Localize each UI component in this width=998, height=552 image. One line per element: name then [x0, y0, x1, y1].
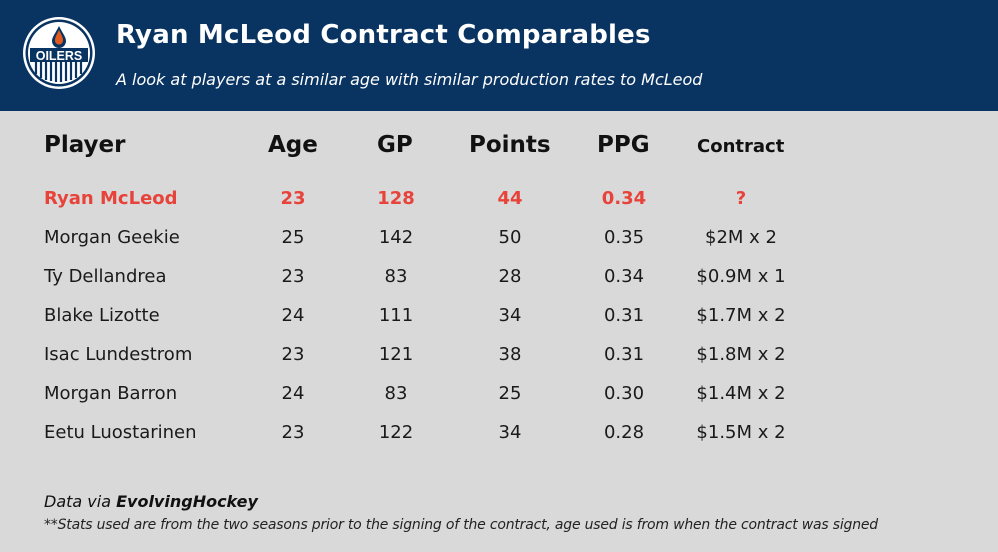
age-value: 24	[281, 383, 305, 404]
gp-value: 142	[378, 227, 414, 248]
gp-value: 121	[378, 344, 414, 365]
column-header-ppg: PPG	[597, 132, 650, 158]
source-prefix: Data via	[44, 492, 117, 511]
ppg-value: 0.30	[603, 383, 645, 404]
gp-value: 83	[384, 266, 408, 287]
contract-value: $1.4M x 2	[696, 383, 786, 404]
source-name: EvolvingHockey	[116, 492, 258, 511]
column-header-age: Age	[268, 132, 318, 158]
ppg-value: 0.34	[603, 266, 645, 287]
points-value: 38	[498, 344, 522, 365]
column-header-gp: GP	[377, 132, 413, 158]
ppg-value: 0.31	[603, 305, 645, 326]
contract-value: $1.5M x 2	[696, 422, 786, 443]
data-source-credit: Data via EvolvingHockey	[44, 492, 258, 511]
contract-value: $1.8M x 2	[696, 344, 786, 365]
points-value: 28	[498, 266, 522, 287]
contract-value: $2M x 2	[705, 227, 777, 248]
page-subtitle: A look at players at a similar age with …	[116, 70, 703, 89]
player-name: Morgan Barron	[44, 383, 178, 404]
ppg-value: 0.35	[603, 227, 645, 248]
age-value: 23	[280, 188, 306, 209]
methodology-note: **Stats used are from the two seasons pr…	[44, 517, 878, 533]
contract-value: $0.9M x 1	[696, 266, 786, 287]
contract-value: ?	[735, 188, 747, 209]
points-value: 50	[498, 227, 522, 248]
points-value: 34	[498, 305, 522, 326]
player-name: Ryan McLeod	[44, 188, 178, 209]
header-banner: OILERS Ryan McLeod Contract Comparables …	[0, 0, 998, 111]
player-name: Eetu Luostarinen	[44, 422, 197, 443]
logo-text: OILERS	[36, 49, 83, 63]
age-value: 23	[281, 422, 305, 443]
gp-value: 111	[378, 305, 414, 326]
ppg-value: 0.28	[603, 422, 645, 443]
points-value: 34	[498, 422, 522, 443]
gp-value: 122	[378, 422, 414, 443]
column-header-contract: Contract	[697, 136, 785, 157]
points-value: 44	[497, 188, 523, 209]
player-name: Ty Dellandrea	[44, 266, 167, 287]
ppg-value: 0.31	[603, 344, 645, 365]
age-value: 25	[281, 227, 305, 248]
player-name: Blake Lizotte	[44, 305, 160, 326]
points-value: 25	[498, 383, 522, 404]
ppg-value: 0.34	[601, 188, 647, 209]
age-value: 24	[281, 305, 305, 326]
player-name: Morgan Geekie	[44, 227, 180, 248]
gp-value: 128	[377, 188, 415, 209]
oilers-logo-icon: OILERS	[23, 17, 95, 89]
player-name: Isac Lundestrom	[44, 344, 193, 365]
column-header-points: Points	[469, 132, 551, 158]
age-value: 23	[281, 266, 305, 287]
age-value: 23	[281, 344, 305, 365]
gp-value: 83	[384, 383, 408, 404]
page-title: Ryan McLeod Contract Comparables	[116, 20, 651, 50]
column-header-player: Player	[44, 132, 126, 158]
contract-value: $1.7M x 2	[696, 305, 786, 326]
